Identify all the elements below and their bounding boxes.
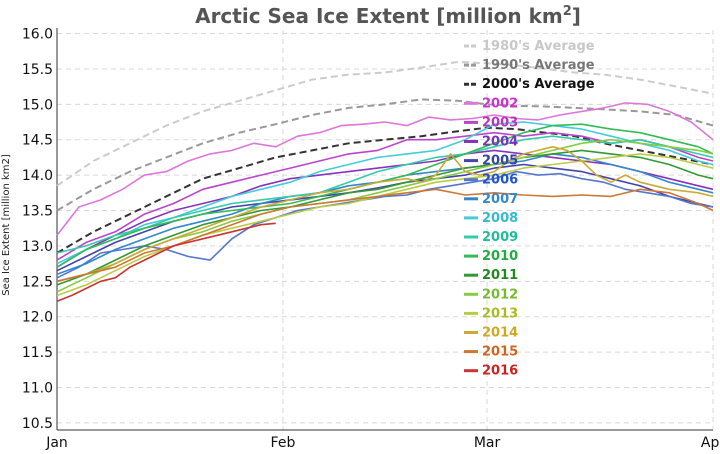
series-line-2002 (56, 102, 714, 236)
y-tick-label: 11.0 (22, 381, 53, 397)
y-tick-label: 13.0 (22, 239, 53, 255)
x-tick-label: Mar (474, 435, 501, 450)
legend-label: 2000's Average (482, 77, 595, 92)
legend-label: 2007 (482, 192, 518, 207)
series-line-2009 (56, 135, 714, 254)
x-tick-label: Apr (701, 435, 720, 450)
legend-label: 2003 (482, 115, 518, 130)
legend-label: 2016 (482, 364, 518, 379)
legend-label: 2008 (482, 211, 518, 226)
legend-label: 2015 (482, 345, 518, 360)
series-line-2015 (56, 188, 714, 283)
legend-label: 1980's Average (482, 39, 595, 54)
legend-label: 2010 (482, 249, 518, 264)
y-tick-label: 12.0 (22, 310, 53, 326)
x-tick-label: Feb (271, 435, 296, 450)
y-tick-label: 16.0 (22, 27, 53, 43)
series-line-2007 (56, 153, 714, 275)
chart-title-sup: 2 (563, 4, 572, 19)
chart-title-main: Arctic Sea Ice Extent [million km (195, 4, 563, 28)
series-line-1980-s-average (56, 60, 714, 187)
y-tick-label: 11.5 (22, 345, 53, 361)
legend-label: 2005 (482, 154, 518, 169)
legend-label: 2006 (482, 173, 518, 188)
series-line-2011 (56, 149, 714, 286)
legend-label: 2014 (482, 326, 518, 341)
y-tick-label: 14.0 (22, 168, 53, 184)
y-tick-label: 10.5 (22, 416, 53, 432)
series-line-2010 (56, 123, 714, 268)
legend-label: 2012 (482, 287, 518, 302)
y-tick-label: 12.5 (22, 274, 53, 290)
y-tick-label: 13.5 (22, 204, 53, 220)
legend-label: 2002 (482, 96, 518, 111)
y-tick-label: 14.5 (22, 133, 53, 149)
legend-label: 2009 (482, 230, 518, 245)
chart-title: Arctic Sea Ice Extent [million km2] (195, 4, 581, 28)
series-line-2014 (56, 146, 714, 283)
legend: 1980's Average 1990's Average 2000's Avera… (464, 39, 595, 379)
chart-title-end: ] (572, 4, 581, 28)
legend-label: 2013 (482, 306, 518, 321)
legend-label: 1990's Average (482, 58, 595, 73)
series-line-2016 (56, 222, 276, 302)
y-tick-label: 15.5 (22, 62, 53, 78)
y-tick-label: 15.0 (22, 97, 53, 113)
series-layer (56, 60, 714, 302)
legend-label: 2004 (482, 135, 518, 150)
y-axis-label: Sea Ice Extent [million km2] (1, 154, 12, 296)
legend-label: 2011 (482, 268, 518, 283)
x-tick-label: Jan (45, 435, 68, 450)
grid-layer (56, 30, 714, 430)
axis-layer: 10.5 11.0 11.5 12.0 12.5 13.0 13.5 14.0 14.5 15.0… (22, 27, 720, 451)
series-line-2012 (56, 138, 714, 293)
